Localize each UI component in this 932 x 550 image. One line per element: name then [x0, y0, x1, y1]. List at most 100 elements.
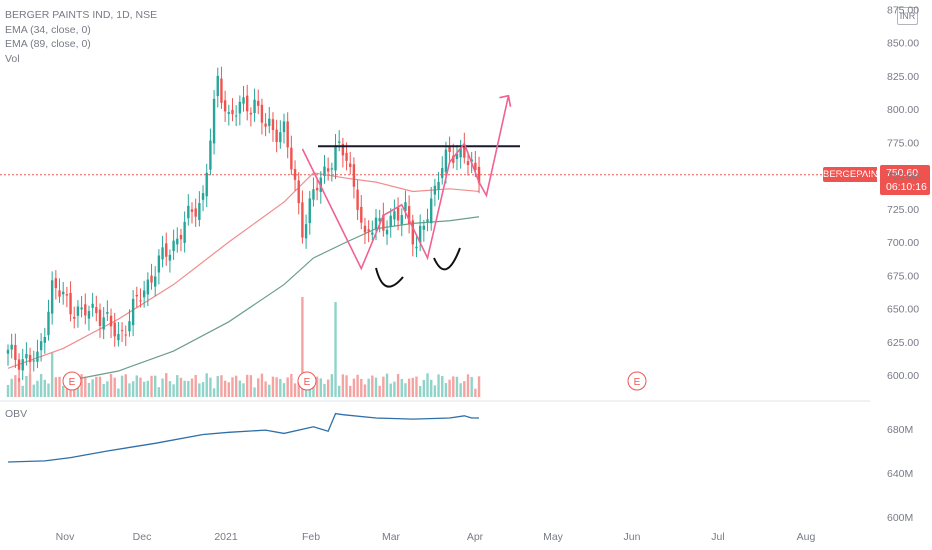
candle-body: [312, 189, 315, 200]
ema34-line: [7, 172, 480, 369]
volume-bar: [190, 378, 194, 397]
candle-body: [334, 145, 337, 171]
volume-bar: [319, 378, 322, 397]
earnings-marker[interactable]: E: [627, 371, 647, 391]
candle-body: [275, 129, 278, 143]
ema89-legend[interactable]: EMA (89, close, 0): [5, 38, 91, 50]
candle-body: [363, 225, 367, 233]
volume-bar: [393, 381, 396, 397]
volume-bar: [330, 374, 334, 397]
volume-bar: [452, 376, 455, 397]
volume-bar: [150, 375, 153, 397]
volume-bar: [463, 381, 466, 397]
candle-body: [304, 224, 308, 239]
candle-body: [238, 101, 242, 114]
volume-bar: [165, 373, 168, 397]
volume-bar: [400, 379, 403, 397]
volume-bar: [282, 383, 286, 397]
cup-arc-left: [375, 267, 404, 288]
chart-legend: BERGER PAINTS IND, 1D, NSE EMA (34, clos…: [5, 8, 157, 66]
candle-body: [109, 315, 113, 327]
candle-body: [198, 203, 201, 221]
volume-bar: [10, 378, 13, 397]
y-tick-label: 800.00: [887, 104, 919, 116]
candle-body: [91, 303, 94, 308]
candle-body: [150, 275, 153, 283]
candle-body: [190, 209, 194, 212]
volume-bar: [234, 375, 238, 397]
candle-body: [441, 168, 444, 178]
candle-body: [50, 280, 54, 314]
candle-body: [249, 112, 253, 115]
volume-bar: [39, 374, 43, 397]
volume-bar: [326, 379, 330, 397]
candle-body: [113, 322, 116, 337]
volume-bar: [231, 377, 234, 397]
candle-body: [448, 145, 451, 152]
volume-bar: [356, 374, 359, 397]
earnings-marker-circle: [627, 371, 647, 391]
candle-body: [345, 152, 348, 161]
volume-bar: [279, 378, 282, 397]
candle-body: [54, 278, 58, 289]
volume-bar: [161, 378, 164, 397]
volume-bar: [441, 375, 444, 397]
candle-body: [268, 118, 271, 126]
candle-body: [17, 359, 21, 370]
candle-body: [356, 189, 359, 210]
volume-bar: [128, 383, 131, 397]
candle-body: [352, 164, 356, 187]
candle-body: [28, 354, 32, 363]
y-tick-label: 750.00: [887, 171, 919, 183]
candle-body: [430, 198, 433, 224]
candle-body: [21, 359, 24, 371]
candle-body: [444, 149, 448, 172]
volume-bar: [198, 383, 201, 397]
candle-body: [223, 100, 227, 112]
candle-body: [87, 311, 91, 319]
symbol-title[interactable]: BERGER PAINTS IND, 1D, NSE: [5, 9, 158, 21]
volume-bar: [257, 378, 260, 397]
x-tick-label: Feb: [302, 531, 320, 543]
candle-body: [466, 161, 470, 166]
volume-bar: [21, 385, 24, 397]
volume-bar: [223, 380, 227, 397]
y-tick-label: 625.00: [887, 337, 919, 349]
earnings-marker[interactable]: E: [62, 371, 82, 391]
y-tick-label: 725.00: [887, 204, 919, 216]
candle-body: [142, 290, 146, 298]
volume-bar: [120, 375, 124, 397]
candle-body: [102, 317, 105, 330]
volume-bar: [363, 384, 367, 397]
candle-body: [459, 148, 462, 158]
candle-body: [80, 307, 83, 310]
candle-body: [106, 312, 109, 314]
volume-bar: [50, 352, 54, 397]
volume-bar: [209, 377, 212, 397]
candle-body: [36, 351, 39, 362]
volume-bar: [378, 385, 381, 397]
currency-button[interactable]: INR: [897, 7, 918, 25]
x-tick-label: Mar: [382, 531, 401, 543]
volume-bar: [293, 383, 297, 397]
ema34-legend[interactable]: EMA (34, close, 0): [5, 23, 91, 36]
volume-bar: [382, 376, 385, 397]
obv-legend[interactable]: OBV: [5, 408, 28, 420]
candle-body: [120, 330, 124, 332]
volume-bar: [142, 381, 146, 397]
ema89-line: [63, 216, 480, 383]
volume-bar: [444, 383, 448, 397]
earnings-marker-circle: [297, 371, 317, 391]
candle-body: [157, 255, 161, 273]
candle-body: [433, 185, 437, 195]
candle-body: [374, 217, 378, 230]
volume-bar: [297, 381, 300, 397]
earnings-marker[interactable]: E: [297, 371, 317, 391]
volume-bar: [84, 376, 87, 397]
volume-legend[interactable]: Vol: [5, 52, 20, 65]
candle-body: [231, 109, 234, 115]
candle-body: [73, 316, 76, 319]
candle-body: [69, 292, 72, 315]
y-tick-label: 675.00: [887, 270, 919, 282]
